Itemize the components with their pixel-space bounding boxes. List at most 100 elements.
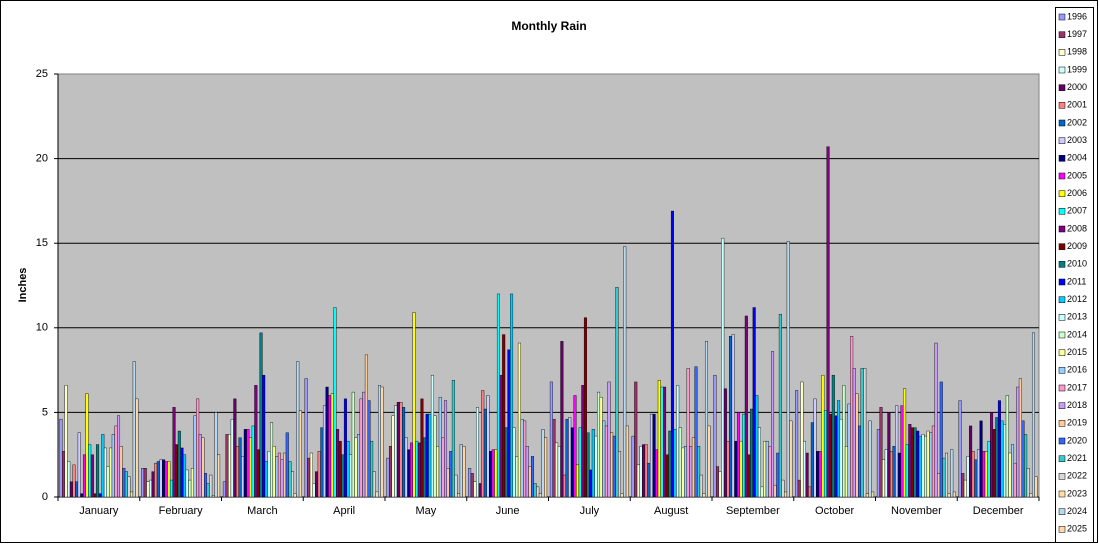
bar [576,464,580,498]
bar [736,412,740,498]
bar [201,437,205,498]
bar [296,361,300,498]
bar [591,429,595,498]
bar [175,444,179,498]
bar [380,386,384,498]
bar [169,479,173,498]
bar [430,374,434,498]
bar [686,368,690,498]
bar [644,444,648,498]
x-tick-label: December [973,505,1024,517]
bar [623,246,627,498]
bar [338,440,342,498]
bar [402,407,406,498]
bar [921,434,925,498]
legend-swatch [1058,66,1066,74]
bar [103,447,107,498]
bar [810,422,814,498]
bar [744,315,748,498]
bar [404,437,408,498]
bar [391,415,395,498]
legend-label: 2006 [1067,188,1087,198]
bar [233,398,237,498]
bar [267,451,271,498]
bar [377,385,382,498]
bar [549,381,553,498]
bar [470,473,474,498]
bar [615,286,619,498]
x-tick-label: October [815,505,854,517]
bar [330,393,334,498]
bar [98,493,102,498]
bar [555,442,559,498]
bar [731,334,735,498]
bar [528,466,532,498]
bar [691,437,695,498]
y-tick-label: 25 [36,68,48,80]
legend-swatch [1058,296,1066,303]
bar [510,293,514,498]
bar [90,454,94,498]
legend-swatch [1058,278,1066,286]
bar [359,398,363,498]
legend-label: 2016 [1067,365,1087,375]
bar [937,473,941,498]
bar [444,400,448,498]
legend-swatch [1058,190,1066,197]
bar [478,483,482,498]
legend-label: 2021 [1067,453,1087,463]
legend-label: 2011 [1067,276,1086,286]
bar [536,486,540,498]
bar [399,402,403,498]
bar [726,440,730,498]
bar [713,374,717,498]
bar [454,474,458,498]
bar [59,418,63,498]
legend-swatch [1058,384,1066,392]
legend-label: 2009 [1067,241,1087,251]
bar [908,424,912,498]
bar [130,491,134,498]
bar [209,474,213,498]
bar [407,449,411,498]
bar [198,434,202,498]
chart-title: Monthly Rain [511,19,586,33]
bar [871,491,875,498]
bar [816,451,820,498]
bar [704,341,709,498]
bar [776,452,780,498]
x-tick-label: August [654,505,688,517]
bar [362,391,366,498]
bar [349,454,353,498]
bar [634,381,638,498]
bar [647,462,651,498]
bar [855,393,859,498]
bar [124,471,128,498]
bar [93,493,97,498]
legend-swatch [1058,155,1066,162]
bar [436,446,440,498]
bar [146,481,150,498]
y-tick-label: 0 [42,491,48,503]
legend-swatch [1058,84,1066,91]
bar [343,398,347,498]
legend-swatch [1058,455,1066,462]
bar [617,451,622,498]
bar [375,491,379,498]
bar [823,410,827,498]
bar [678,427,682,498]
bar [256,449,260,498]
bar [839,418,843,498]
bar [499,374,503,498]
bar [934,342,938,498]
bar [1024,434,1028,498]
bar [578,427,582,498]
legend-swatch [1058,508,1066,515]
legend-label: 2002 [1067,117,1087,127]
bar [910,427,914,498]
bar [831,374,835,498]
legend-swatch [1058,137,1066,144]
bar [900,405,904,498]
legend-swatch [1058,49,1066,56]
